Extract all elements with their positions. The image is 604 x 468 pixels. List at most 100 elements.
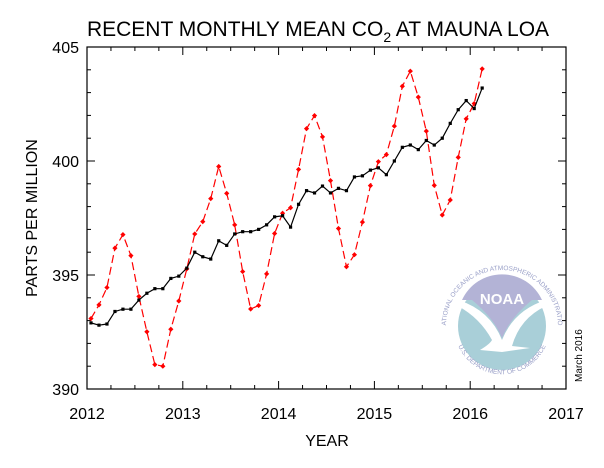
x-tick-label: 2016	[452, 406, 488, 423]
data-point	[296, 202, 301, 206]
data-point	[193, 250, 197, 254]
data-point	[408, 143, 412, 147]
data-point	[129, 307, 133, 311]
data-point	[359, 219, 366, 225]
data-point	[304, 189, 309, 193]
data-point	[208, 196, 214, 202]
data-point	[96, 302, 102, 308]
data-point	[424, 138, 428, 143]
data-point	[201, 255, 205, 259]
data-point	[185, 266, 189, 270]
data-point	[112, 245, 118, 251]
data-point	[272, 230, 278, 237]
data-point	[472, 106, 476, 111]
data-point	[383, 152, 389, 158]
data-point	[248, 306, 254, 312]
data-point	[367, 183, 374, 189]
data-point	[319, 134, 326, 140]
data-point	[89, 321, 93, 325]
data-point	[280, 214, 285, 218]
data-point	[153, 287, 157, 291]
x-tick-label: 2015	[357, 406, 393, 423]
data-point	[336, 186, 341, 190]
data-point	[399, 83, 405, 89]
svg-text:NATIONAL OCEANIC AND ATMOSPHER: NATIONAL OCEANIC AND ATMOSPHERIC ADMINIS…	[0, 0, 563, 326]
data-point	[328, 191, 333, 195]
data-point	[352, 175, 357, 179]
data-point	[368, 168, 373, 172]
data-point	[327, 178, 334, 184]
data-point	[288, 225, 293, 229]
data-point	[456, 108, 460, 112]
data-point	[128, 253, 134, 259]
data-point	[104, 284, 110, 291]
data-point	[152, 362, 158, 368]
data-point	[137, 298, 141, 302]
data-point	[391, 123, 397, 129]
data-point	[113, 309, 117, 314]
data-point	[360, 174, 365, 178]
data-point	[233, 232, 237, 236]
data-point	[376, 166, 380, 170]
data-point	[176, 298, 182, 304]
data-point	[145, 291, 149, 295]
data-point	[209, 257, 213, 261]
data-point	[440, 136, 444, 140]
x-tick-label: 2014	[261, 406, 297, 423]
data-point	[463, 116, 469, 122]
data-point	[351, 252, 358, 258]
data-point	[161, 287, 165, 291]
data-point	[88, 315, 94, 322]
data-point	[479, 66, 485, 72]
data-point	[257, 227, 261, 231]
data-point	[177, 274, 181, 278]
data-point	[144, 329, 150, 335]
data-point	[169, 276, 173, 281]
data-point	[431, 182, 437, 188]
data-point	[423, 128, 429, 134]
data-point	[168, 326, 174, 332]
data-point	[455, 154, 461, 160]
chart-title: RECENT MONTHLY MEAN CO2 AT MAUNA LOA	[87, 18, 549, 45]
data-point	[400, 145, 404, 149]
data-point	[241, 230, 245, 234]
data-point	[136, 293, 142, 300]
data-point	[232, 222, 238, 228]
x-tick-label: 2013	[165, 406, 201, 423]
data-point	[464, 98, 468, 103]
y-tick-label: 400	[52, 154, 79, 171]
y-tick-label: 405	[52, 40, 79, 57]
data-point	[105, 322, 109, 326]
series-line-0	[90, 68, 483, 367]
x-tick-label: 2012	[69, 406, 105, 423]
data-point	[392, 159, 396, 163]
data-point	[448, 121, 452, 125]
data-point	[121, 307, 125, 311]
data-point	[375, 159, 381, 165]
data-point	[312, 191, 317, 195]
data-point	[265, 223, 269, 227]
data-point	[264, 271, 270, 277]
data-point	[217, 239, 221, 243]
noaa-logo: NOAA NATIONAL OCEANIC AND ATMOSPHERIC AD…	[0, 0, 563, 376]
y-tick-label: 390	[52, 382, 79, 399]
data-point	[273, 215, 277, 219]
data-point	[432, 143, 436, 147]
data-point	[249, 230, 253, 234]
data-point	[416, 148, 420, 152]
data-point	[480, 86, 484, 90]
data-point	[216, 163, 222, 170]
y-tick-label: 395	[52, 268, 79, 285]
data-point	[225, 243, 229, 247]
data-point	[192, 231, 198, 237]
data-point	[335, 225, 342, 232]
date-note: March 2016	[574, 329, 585, 382]
data-point	[303, 126, 310, 132]
data-point	[256, 302, 262, 309]
data-point	[224, 190, 230, 196]
y-axis-label: PARTS PER MILLION	[24, 139, 41, 297]
data-point	[287, 205, 294, 211]
series-line-1	[90, 87, 483, 326]
data-point	[295, 166, 302, 173]
